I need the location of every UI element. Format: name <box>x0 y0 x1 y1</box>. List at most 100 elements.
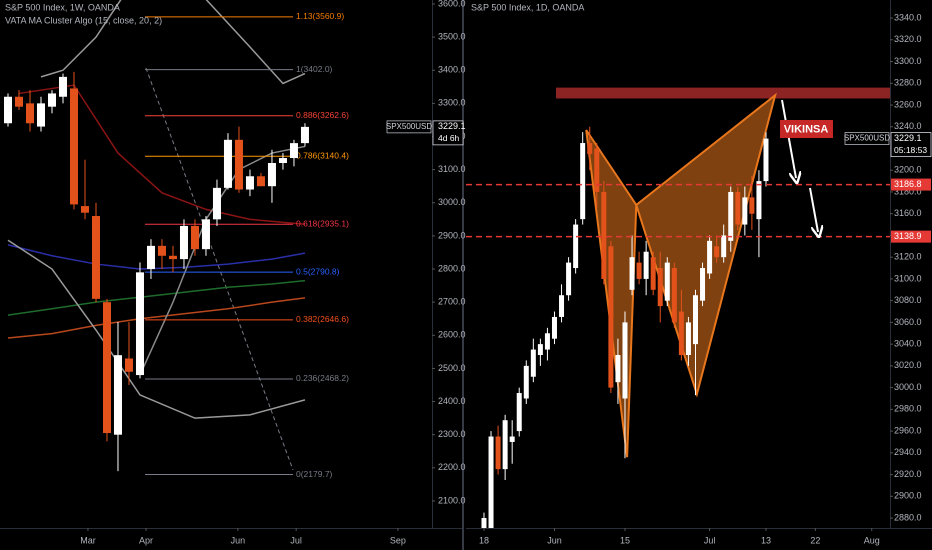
price-label: 3229.1 <box>894 133 922 143</box>
y-tick-label: 2960.0 <box>894 425 922 435</box>
candle-body <box>146 245 155 270</box>
fib-label: 1.13(3560.9) <box>296 11 344 21</box>
y-tick-label: 2900.0 <box>894 491 922 501</box>
candle-body <box>721 235 727 258</box>
y-tick-label: 3100.0 <box>894 273 922 283</box>
candle-body <box>559 295 565 317</box>
y-tick-label: 2300.0 <box>438 429 466 439</box>
y-tick-label: 2880.0 <box>894 512 922 522</box>
candle-body <box>678 311 684 355</box>
y-tick-label: 3240.0 <box>894 121 922 131</box>
y-tick-label: 2940.0 <box>894 447 922 457</box>
candle-body <box>643 251 649 279</box>
candle-body <box>256 176 265 187</box>
candle-body <box>267 163 276 187</box>
x-tick-label: Sep <box>390 535 406 545</box>
y-tick-label: 3000.0 <box>894 382 922 392</box>
y-tick-label: 2920.0 <box>894 469 922 479</box>
x-tick-label: Jun <box>231 535 246 545</box>
candle-body <box>566 262 572 296</box>
annotation: VIKINSA <box>784 123 829 135</box>
y-tick-label: 2100.0 <box>438 495 466 505</box>
candle-body <box>223 139 232 188</box>
y-tick-label: 3320.0 <box>894 34 922 44</box>
y-tick-label: 3020.0 <box>894 360 922 370</box>
level-tag <box>891 178 931 191</box>
candle-body <box>495 436 501 470</box>
x-tick-label: Jun <box>547 535 562 545</box>
price-tag <box>890 132 932 157</box>
candle-body <box>580 143 586 220</box>
y-tick-label: 3400.0 <box>438 65 466 75</box>
candle-body <box>502 420 508 470</box>
fib-label: 0.5(2790.8) <box>296 266 340 276</box>
candle-body <box>742 197 748 225</box>
countdown-label: 05:18:53 <box>894 145 927 155</box>
countdown-label: 4d 6h <box>438 133 460 143</box>
candle-body <box>763 138 769 182</box>
arrow <box>809 187 818 232</box>
candle-body <box>692 295 698 345</box>
candle-body <box>278 158 287 164</box>
level-tag <box>891 230 931 243</box>
candle-body <box>102 302 111 434</box>
candle-body <box>657 268 663 307</box>
y-tick-label: 3500.0 <box>438 31 466 41</box>
ma-line <box>7 297 306 339</box>
candle-body <box>735 191 741 225</box>
candle-body <box>587 143 593 154</box>
annotation-box <box>780 120 833 138</box>
fib-label: 1(3402.0) <box>296 64 333 74</box>
candle-body <box>168 255 177 260</box>
candle-body <box>14 96 23 107</box>
left-panel: 1.13(3560.9) 1(3402.0) 0.886(3262.6) 0.786(… <box>3 0 466 545</box>
candle-body <box>36 103 45 127</box>
y-tick-label: 3280.0 <box>894 78 922 88</box>
candle-body <box>190 225 199 250</box>
x-tick-label: Mar <box>80 535 96 545</box>
candle-body <box>664 262 670 301</box>
right-panel: 2880.0 2900.0 2920.0 2940.0 2960.0 2980.0 3000… <box>466 12 932 545</box>
candle-body <box>289 143 298 159</box>
candle-body <box>671 268 677 323</box>
ma-line <box>7 239 306 419</box>
plot-area: 1.13(3560.9) 1(3402.0) 0.886(3262.6) 0.786(… <box>3 0 349 479</box>
chart-title: S&P 500 Index, 1W, OANDA <box>5 2 120 12</box>
symbol-label: SPX500USD <box>844 134 890 143</box>
candle-body <box>516 393 522 432</box>
candle-body <box>714 246 720 258</box>
candle-body <box>551 316 557 339</box>
candle-body <box>601 191 607 279</box>
arrow <box>781 99 796 178</box>
y-tick-label: 2900.0 <box>438 230 466 240</box>
candle-body <box>3 96 12 124</box>
fib-label: 0.786(3140.4) <box>296 151 349 161</box>
y-tick-label: 3180.0 <box>894 186 922 196</box>
candle-body <box>488 436 494 528</box>
y-tick-label: 3340.0 <box>894 12 922 22</box>
y-tick-label: 3000.0 <box>438 197 466 207</box>
x-tick-label: Apr <box>139 535 153 545</box>
symbol-tag <box>844 132 890 145</box>
candle-body <box>124 358 133 372</box>
x-tick-label: Aug <box>864 535 880 545</box>
candle-body <box>245 176 254 190</box>
x-tick-label: 22 <box>810 535 820 545</box>
candle-body <box>523 365 529 399</box>
candle-body <box>157 245 166 256</box>
candle-body <box>234 139 243 190</box>
candle-body <box>629 257 635 290</box>
candle-body <box>622 322 628 399</box>
symbol-label: SPX500USD <box>386 122 432 131</box>
candle-body <box>135 272 144 376</box>
y-tick-label: 3040.0 <box>894 339 922 349</box>
y-tick-label: 3060.0 <box>894 317 922 327</box>
candle-body <box>300 126 309 144</box>
candle-body <box>91 216 100 299</box>
y-tick-label: 3300.0 <box>894 56 922 66</box>
ma-line <box>7 279 306 316</box>
ma-line <box>40 0 306 85</box>
x-tick-label: 15 <box>620 535 630 545</box>
candle-body <box>201 219 210 250</box>
